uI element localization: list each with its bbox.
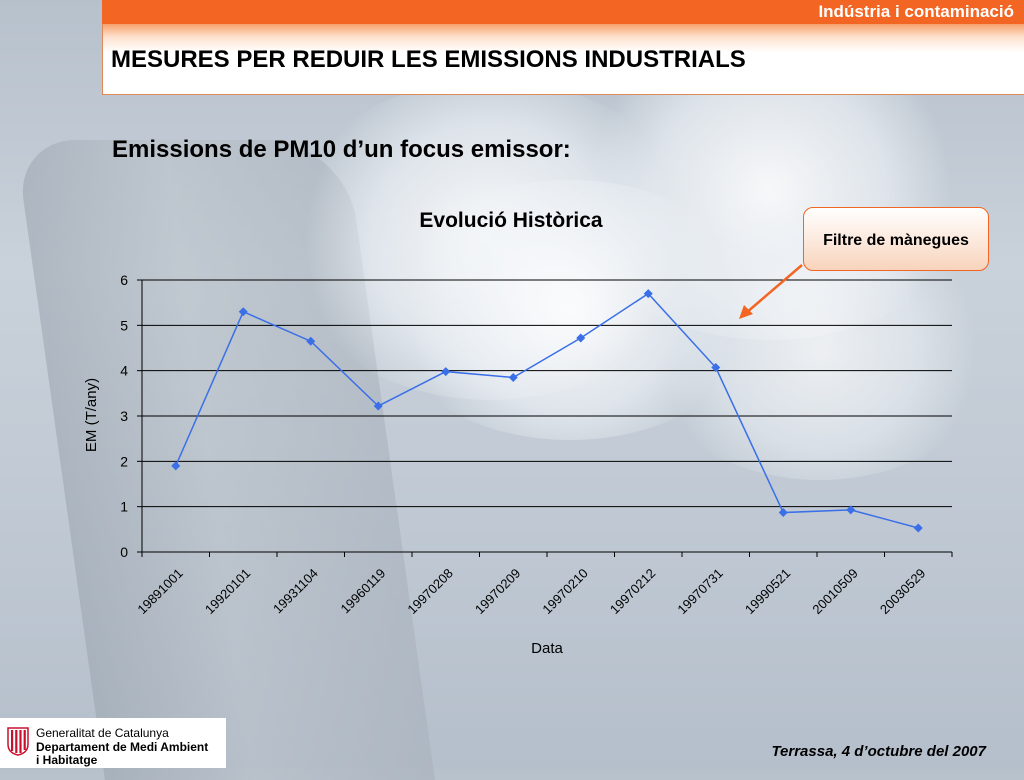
y-tick-label: 6 — [120, 272, 128, 288]
data-point — [238, 307, 248, 317]
x-tick-label: 19891001 — [134, 566, 186, 618]
section-subtitle: Emissions de PM10 d’un focus emissor: — [112, 136, 571, 163]
data-point — [711, 362, 721, 372]
callout-arrowhead — [739, 305, 753, 319]
x-axis-ticks: 19891001 19920101 19931104 19960119 19970208… — [134, 552, 953, 618]
series-polyline — [175, 292, 919, 529]
x-tick-label: 19970209 — [472, 566, 524, 618]
x-tick-label: 20030529 — [877, 566, 929, 618]
series-line — [171, 289, 923, 533]
x-axis-label: Data — [531, 640, 563, 657]
data-point — [441, 367, 451, 377]
data-point — [306, 336, 316, 346]
y-tick-label: 3 — [120, 408, 128, 424]
y-tick-label: 2 — [120, 453, 128, 469]
data-point — [643, 289, 653, 299]
data-point — [913, 523, 923, 533]
callout-label: Filtre de mànegues — [823, 232, 969, 249]
data-point — [778, 508, 788, 518]
y-tick-label: 4 — [120, 363, 128, 379]
logo-line-2: Departament de Medi Ambient — [36, 740, 209, 754]
y-tick-label: 5 — [120, 317, 128, 333]
data-point — [508, 372, 518, 382]
x-tick-label: 19970210 — [539, 566, 591, 618]
logo-line-1: Generalitat de Catalunya — [36, 726, 169, 740]
footer-date: Terrassa, 4 d’octubre del 2007 — [771, 743, 986, 760]
footer-logo: Generalitat de Catalunya Departament de … — [0, 718, 226, 768]
y-tick-label: 0 — [120, 544, 128, 560]
x-tick-label: 20010509 — [809, 566, 861, 618]
section-label: Indústria i contaminació — [818, 2, 1014, 21]
gridlines — [142, 279, 952, 508]
x-tick-label: 19970208 — [404, 566, 456, 618]
y-tick-label: 1 — [120, 499, 128, 515]
callout-box: Filtre de mànegues — [803, 207, 989, 271]
y-axis-ticks: 0 1 2 3 4 5 6 — [120, 272, 142, 560]
page-title: MESURES PER REDUIR LES EMISSIONS INDUSTR… — [111, 46, 746, 73]
title-box: MESURES PER REDUIR LES EMISSIONS INDUSTR… — [102, 24, 1024, 95]
x-tick-label: 19970731 — [674, 566, 726, 618]
x-tick-label: 19990521 — [742, 566, 794, 618]
x-tick-label: 19931104 — [270, 566, 321, 617]
data-point — [576, 333, 586, 343]
data-point — [846, 505, 856, 515]
callout-arrow — [745, 264, 803, 314]
top-bar: Indústria i contaminació — [102, 0, 1024, 24]
x-tick-label: 19970212 — [607, 566, 659, 618]
generalitat-emblem-icon — [7, 727, 29, 756]
x-tick-label: 19920101 — [202, 566, 254, 618]
y-axis-label: EM (T/any) — [83, 378, 100, 452]
logo-line-3: i Habitatge — [36, 753, 98, 767]
data-point — [171, 461, 181, 471]
x-tick-label: 19960119 — [338, 566, 389, 617]
chart-title: Evolució Històrica — [419, 209, 603, 232]
data-point — [373, 401, 383, 411]
